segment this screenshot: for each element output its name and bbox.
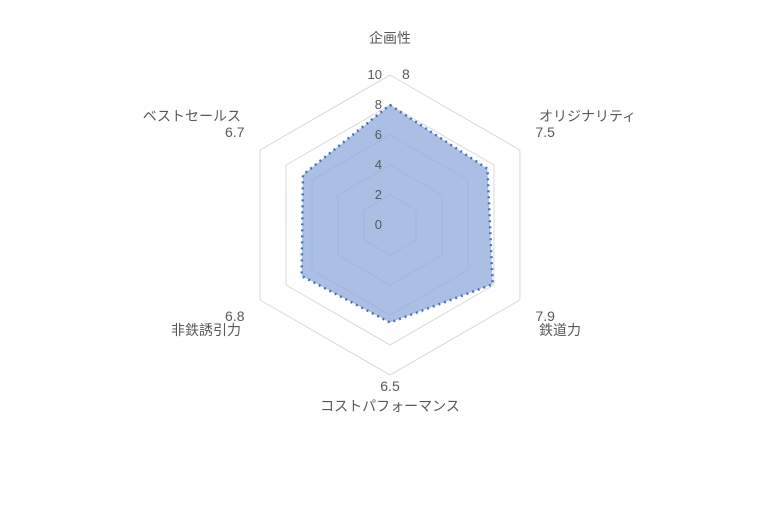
axis-label: 企画性 xyxy=(369,30,411,46)
tick-label: 8 xyxy=(375,97,382,112)
tick-label: 2 xyxy=(375,187,382,202)
axis-label: 非鉄誘引力 xyxy=(171,322,241,338)
value-label: 7.5 xyxy=(535,124,555,140)
tick-label: 6 xyxy=(375,127,382,142)
value-label: 7.9 xyxy=(535,308,555,324)
radar-chart: 0 2 4 6 8 10 企画性 8 オリジナリティ7.5 鉄道力7.9 コストパフォーマンス 6.5… xyxy=(0,0,780,520)
value-label: 6.7 xyxy=(225,124,245,140)
value-label: 8 xyxy=(402,66,410,82)
axis-label: ベストセールス xyxy=(143,108,241,124)
tick-label: 4 xyxy=(375,157,382,172)
axis-label: オリジナリティ xyxy=(539,108,636,124)
axis-label: コストパフォーマンス xyxy=(320,398,460,414)
tick-label: 10 xyxy=(368,67,382,82)
axis-label: 鉄道力 xyxy=(539,322,581,338)
value-label: 6.8 xyxy=(225,308,245,324)
tick-label: 0 xyxy=(375,217,382,232)
value-label: 6.5 xyxy=(380,378,400,394)
